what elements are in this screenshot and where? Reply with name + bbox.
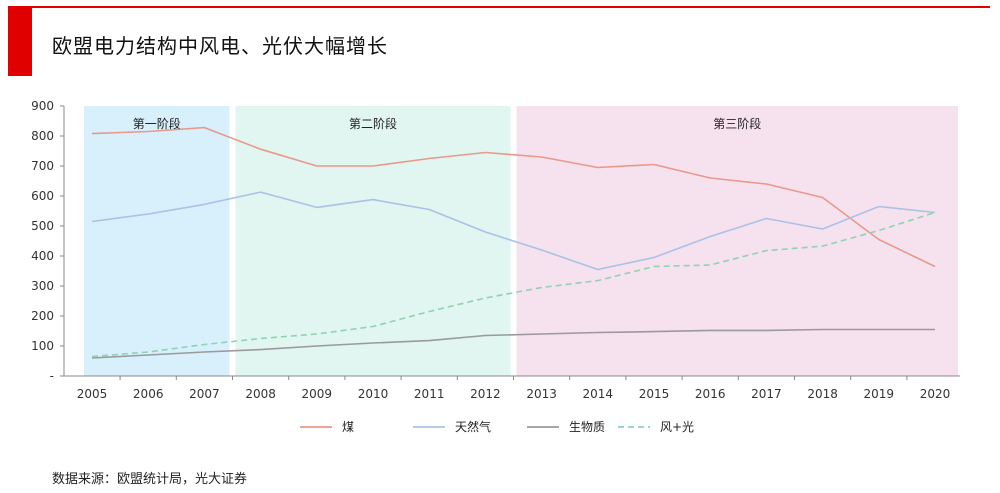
stage-backgrounds: 第一阶段 第二阶段 第三阶段	[84, 106, 958, 376]
x-tick-label: 2013	[526, 387, 557, 401]
x-tick-label: 2016	[695, 387, 726, 401]
y-tick-label: -	[50, 369, 54, 383]
legend-label-4: 风+光	[660, 420, 694, 434]
legend-label-1: 煤	[342, 420, 354, 434]
series-line-4	[91, 211, 936, 358]
x-tick-label: 2005	[77, 387, 108, 401]
x-tick-label: 2008	[245, 387, 276, 401]
y-tick-label: 500	[31, 219, 54, 233]
top-accent-rule	[8, 6, 990, 8]
axes: - 100 200 300 400 500 600 700 800 900 2005 2006 2007…	[31, 99, 960, 401]
series-lines	[91, 126, 936, 359]
x-tick-label: 2011	[414, 387, 445, 401]
stage-label-1: 第一阶段	[133, 116, 181, 131]
series-line-1	[91, 126, 936, 268]
x-tick-label: 2015	[639, 387, 670, 401]
stage-region-2	[235, 106, 511, 376]
x-tick-label: 2007	[189, 387, 220, 401]
y-tick-label: 300	[31, 279, 54, 293]
x-tick-label: 2009	[302, 387, 333, 401]
series-line-3	[91, 328, 935, 359]
x-tick-label: 2010	[358, 387, 389, 401]
x-tick-label: 2019	[864, 387, 895, 401]
y-tick-label: 600	[31, 189, 54, 203]
stage-label-2: 第二阶段	[349, 116, 397, 131]
legend-label-2: 天然气	[455, 419, 491, 434]
y-tick-label: 700	[31, 159, 54, 173]
stage-region-3	[516, 106, 958, 376]
x-tick-label: 2014	[583, 387, 614, 401]
line-chart: 第一阶段 第二阶段 第三阶段 - 100 200 300 400 500 600 700 800 90…	[31, 99, 960, 434]
stage-region-1	[84, 106, 230, 376]
y-tick-label: 400	[31, 249, 54, 263]
x-tick-label: 2012	[470, 387, 501, 401]
source-note: 数据来源：欧盟统计局，光大证券	[52, 472, 248, 487]
x-tick-label: 2006	[133, 387, 164, 401]
page-title: 欧盟电力结构中风电、光伏大幅增长	[52, 34, 388, 58]
y-tick-label: 900	[31, 99, 54, 113]
x-tick-label: 2020	[920, 387, 951, 401]
legend: 煤 天然气 生物质 风+光	[300, 419, 694, 434]
x-tick-label: 2018	[807, 387, 838, 401]
y-tick-label: 100	[31, 339, 54, 353]
y-tick-label: 200	[31, 309, 54, 323]
y-tick-label: 800	[31, 129, 54, 143]
series-line-2	[91, 191, 936, 271]
red-accent-block	[8, 6, 32, 76]
legend-label-3: 生物质	[569, 420, 605, 434]
x-tick-label: 2017	[751, 387, 782, 401]
stage-label-3: 第三阶段	[713, 116, 761, 131]
